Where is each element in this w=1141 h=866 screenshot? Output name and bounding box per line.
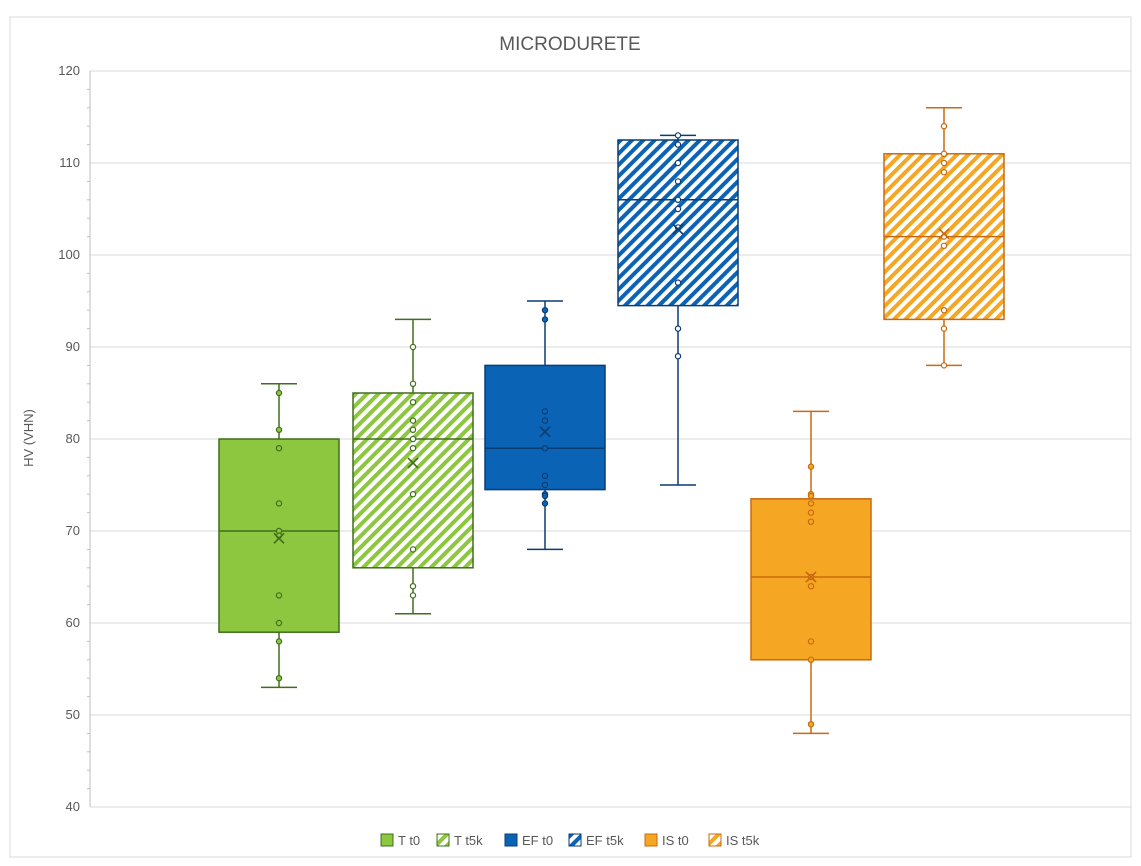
data-point <box>276 446 281 451</box>
data-point <box>675 160 680 165</box>
y-tick-label: 80 <box>66 431 80 446</box>
legend-item-ef-t5k: EF t5k <box>569 833 624 848</box>
data-point <box>410 381 415 386</box>
data-point <box>808 464 813 469</box>
data-point <box>276 501 281 506</box>
data-point <box>675 326 680 331</box>
legend-label: T t0 <box>398 833 420 848</box>
data-point <box>941 308 946 313</box>
data-point <box>410 436 415 441</box>
data-point <box>675 197 680 202</box>
y-tick-label: 40 <box>66 799 80 814</box>
y-tick-label: 90 <box>66 339 80 354</box>
data-point <box>675 133 680 138</box>
data-point <box>808 510 813 515</box>
data-point <box>542 501 547 506</box>
legend-swatch <box>569 834 581 846</box>
data-point <box>542 409 547 414</box>
data-point <box>675 280 680 285</box>
data-point <box>542 473 547 478</box>
legend-label: EF t5k <box>586 833 624 848</box>
y-tick-label: 70 <box>66 523 80 538</box>
data-point <box>941 243 946 248</box>
data-point <box>410 492 415 497</box>
data-point <box>542 482 547 487</box>
data-point <box>276 390 281 395</box>
data-point <box>675 179 680 184</box>
data-point <box>941 363 946 368</box>
data-point <box>808 722 813 727</box>
y-tick-label: 120 <box>58 63 80 78</box>
data-point <box>410 418 415 423</box>
data-point <box>542 493 547 498</box>
data-point <box>410 446 415 451</box>
legend-item-t-t0: T t0 <box>381 833 420 848</box>
data-point <box>808 519 813 524</box>
data-point <box>410 400 415 405</box>
legend-item-t-t5k: T t5k <box>437 833 483 848</box>
data-point <box>276 676 281 681</box>
data-point <box>941 170 946 175</box>
legend-label: IS t5k <box>726 833 760 848</box>
y-tick-label: 60 <box>66 615 80 630</box>
data-point <box>410 427 415 432</box>
y-axis-label: HV (VHN) <box>21 409 36 467</box>
iqr-box <box>485 365 605 489</box>
legend-label: EF t0 <box>522 833 553 848</box>
data-point <box>410 344 415 349</box>
data-point <box>675 206 680 211</box>
y-tick-label: 110 <box>59 155 80 170</box>
legend-item-is-t0: IS t0 <box>645 833 689 848</box>
legend-swatch <box>645 834 657 846</box>
data-point <box>410 547 415 552</box>
legend-swatch <box>381 834 393 846</box>
data-point <box>542 308 547 313</box>
data-point <box>808 657 813 662</box>
data-point <box>808 501 813 506</box>
data-point <box>675 142 680 147</box>
legend-swatch <box>505 834 517 846</box>
legend-item-ef-t0: EF t0 <box>505 833 553 848</box>
data-point <box>276 593 281 598</box>
chart-title: MICRODURETE <box>499 34 640 55</box>
data-point <box>410 584 415 589</box>
legend-label: IS t0 <box>662 833 689 848</box>
legend-swatch <box>437 834 449 846</box>
data-point <box>941 124 946 129</box>
data-point <box>941 151 946 156</box>
data-point <box>276 620 281 625</box>
legend-swatch <box>709 834 721 846</box>
legend-item-is-t5k: IS t5k <box>709 833 760 848</box>
data-point <box>808 584 813 589</box>
data-point <box>276 427 281 432</box>
y-tick-label: 50 <box>66 707 80 722</box>
data-point <box>542 418 547 423</box>
data-point <box>410 593 415 598</box>
data-point <box>542 317 547 322</box>
data-point <box>941 326 946 331</box>
data-point <box>941 160 946 165</box>
data-point <box>542 446 547 451</box>
data-point <box>808 493 813 498</box>
y-tick-label: 100 <box>58 247 80 262</box>
data-point <box>276 639 281 644</box>
data-point <box>675 354 680 359</box>
data-point <box>808 639 813 644</box>
legend-label: T t5k <box>454 833 483 848</box>
